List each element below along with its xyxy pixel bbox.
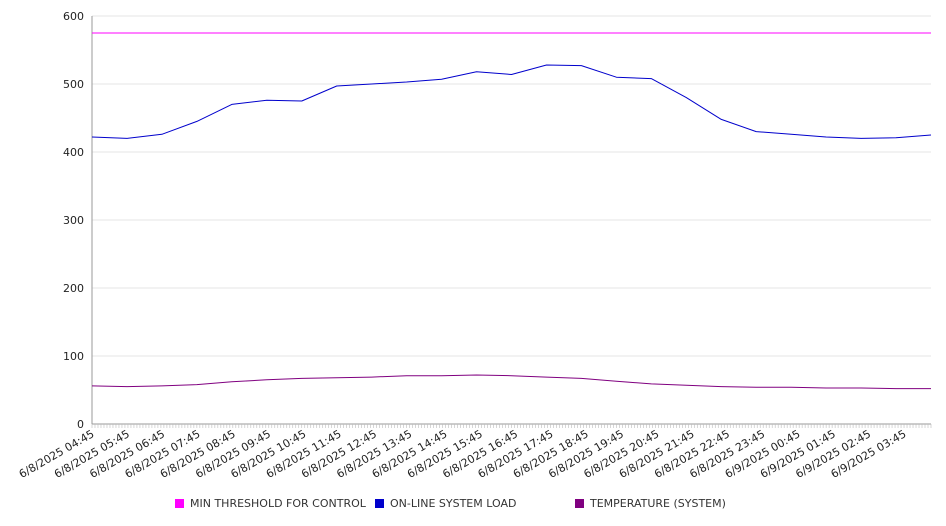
legend-label: MIN THRESHOLD FOR CONTROL: [190, 497, 366, 510]
legend-swatch-icon: [575, 499, 584, 508]
legend-item-system-load: ON-LINE SYSTEM LOAD: [375, 497, 516, 510]
x-axis-ticks: 6/8/2025 04:456/8/2025 05:456/8/2025 06:…: [17, 427, 909, 481]
y-tick-label: 100: [63, 350, 84, 363]
y-tick-label: 400: [63, 146, 84, 159]
legend-swatch-icon: [375, 499, 384, 508]
series-lines: [91, 32, 932, 390]
grid-lines: [92, 15, 931, 425]
legend: MIN THRESHOLD FOR CONTROL ON-LINE SYSTEM…: [0, 497, 946, 517]
legend-label: ON-LINE SYSTEM LOAD: [390, 497, 517, 510]
legend-item-min-threshold: MIN THRESHOLD FOR CONTROL: [175, 497, 366, 510]
series-line-1: [91, 64, 932, 139]
legend-swatch-icon: [175, 499, 184, 508]
y-tick-label: 200: [63, 282, 84, 295]
y-tick-label: 0: [77, 418, 84, 431]
y-tick-label: 300: [63, 214, 84, 227]
axes: [91, 16, 932, 428]
y-axis-ticks: 0 100 200 300 400 500 600: [63, 10, 84, 431]
y-tick-label: 600: [63, 10, 84, 23]
series-line-2: [91, 374, 931, 390]
y-tick-label: 500: [63, 78, 84, 91]
legend-item-temperature: TEMPERATURE (SYSTEM): [575, 497, 726, 510]
legend-label: TEMPERATURE (SYSTEM): [590, 497, 726, 510]
